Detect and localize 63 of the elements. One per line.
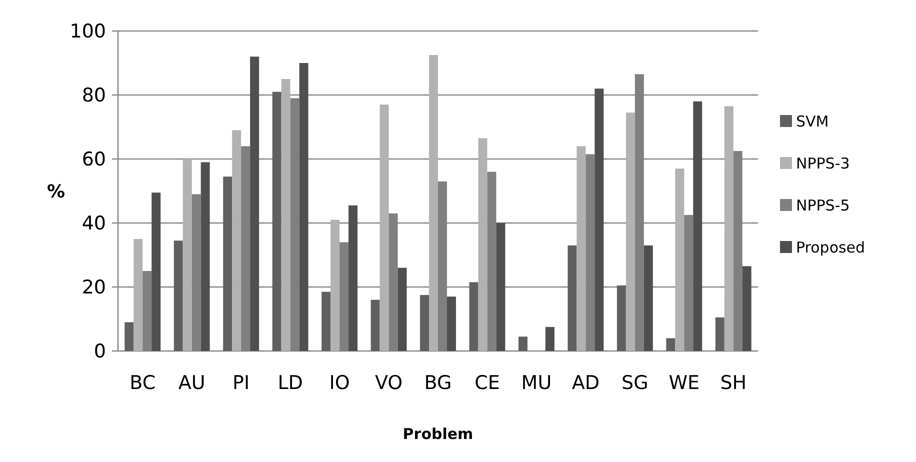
bar bbox=[724, 106, 734, 351]
x-axis-title: Problem bbox=[402, 425, 474, 443]
x-tick-label: SH bbox=[720, 372, 747, 394]
bar bbox=[348, 205, 358, 351]
bar bbox=[616, 285, 626, 351]
bar bbox=[568, 245, 577, 351]
bar bbox=[420, 295, 430, 351]
bar bbox=[380, 104, 389, 351]
x-tick-label: WE bbox=[668, 372, 700, 394]
bar bbox=[134, 239, 143, 351]
x-tick-label: CE bbox=[474, 372, 500, 394]
bar bbox=[232, 130, 242, 351]
bar bbox=[693, 101, 702, 351]
bar bbox=[370, 300, 380, 351]
bar bbox=[545, 327, 554, 351]
bar bbox=[174, 240, 183, 351]
bar bbox=[666, 338, 676, 351]
bar bbox=[272, 92, 282, 351]
bar bbox=[200, 162, 210, 351]
bar bbox=[594, 88, 604, 351]
bar bbox=[281, 79, 290, 351]
bar bbox=[518, 336, 528, 351]
x-tick-label: MU bbox=[521, 372, 552, 394]
y-tick-label: 100 bbox=[70, 20, 106, 43]
x-tick-label: VO bbox=[374, 372, 403, 394]
bar bbox=[398, 268, 407, 351]
bar bbox=[675, 168, 684, 351]
y-axis-title: % bbox=[46, 181, 66, 202]
bar bbox=[124, 322, 134, 351]
bar bbox=[626, 112, 635, 351]
bar bbox=[644, 245, 653, 351]
y-tick-label: 80 bbox=[82, 84, 106, 107]
bar bbox=[496, 223, 506, 351]
legend-label: NPPS-3 bbox=[796, 154, 850, 172]
y-tick-label: 20 bbox=[82, 276, 106, 299]
bar bbox=[250, 56, 260, 351]
bar bbox=[223, 176, 232, 351]
bar bbox=[715, 317, 724, 351]
legend-label: NPPS-5 bbox=[796, 196, 850, 214]
x-tick-label: BC bbox=[130, 372, 156, 394]
bar bbox=[322, 292, 331, 351]
bar bbox=[330, 220, 340, 351]
x-tick-label: BG bbox=[424, 372, 452, 394]
bar bbox=[446, 296, 456, 351]
y-tick-label: 0 bbox=[94, 340, 106, 363]
legend-label: SVM bbox=[796, 112, 829, 130]
bar bbox=[429, 55, 438, 351]
bar bbox=[152, 192, 161, 351]
y-tick-label: 40 bbox=[82, 212, 106, 235]
bar bbox=[299, 63, 308, 351]
bar bbox=[182, 159, 192, 351]
x-tick-label: LD bbox=[278, 372, 303, 394]
x-tick-label: SG bbox=[622, 372, 648, 394]
y-tick-label: 60 bbox=[82, 148, 106, 171]
x-tick-label: PI bbox=[232, 372, 250, 394]
bar bbox=[576, 146, 586, 351]
bar bbox=[742, 266, 752, 351]
bar bbox=[478, 138, 488, 351]
legend-label: Proposed bbox=[796, 238, 866, 256]
x-tick-label: AU bbox=[178, 372, 206, 394]
bar bbox=[469, 282, 478, 351]
x-tick-label: IO bbox=[329, 372, 350, 394]
x-tick-label: AD bbox=[572, 372, 600, 394]
